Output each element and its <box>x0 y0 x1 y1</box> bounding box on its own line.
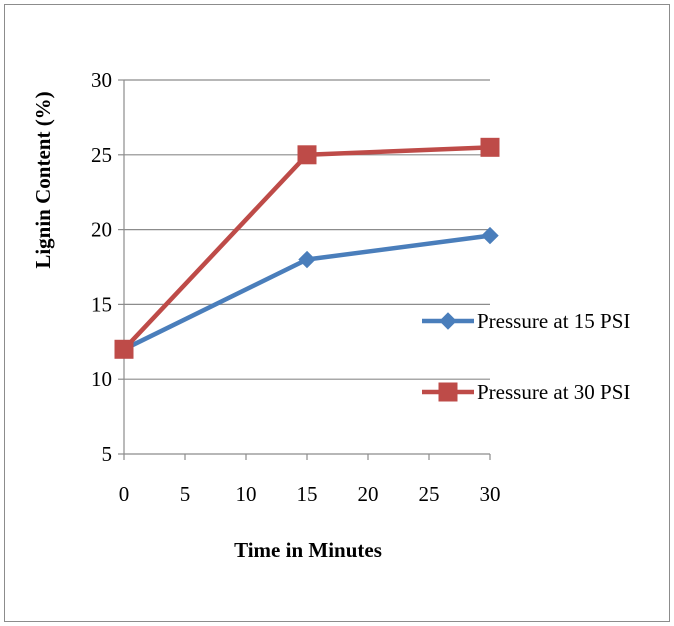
legend-label-2: Pressure at 30 PSI <box>477 380 630 404</box>
x-axis-title: Time in Minutes <box>234 538 382 562</box>
legend-marker-1 <box>439 312 457 330</box>
legend: Pressure at 15 PSI Pressure at 30 PSI <box>422 309 630 404</box>
y-tick-label-5: 5 <box>102 442 113 466</box>
x-tick-label-5: 5 <box>180 482 191 506</box>
x-tick-label-15: 15 <box>297 482 318 506</box>
y-axis-title: Lignin Content (%) <box>31 91 55 268</box>
y-tick-label-15: 15 <box>91 292 112 316</box>
x-tick-label-0: 0 <box>119 482 130 506</box>
x-tick-label-20: 20 <box>358 482 379 506</box>
legend-entry-1: Pressure at 15 PSI <box>422 309 630 333</box>
y-tick-label-20: 20 <box>91 218 112 242</box>
gridlines <box>124 79 490 380</box>
data-point-2-1 <box>114 339 134 359</box>
data-point-1-3 <box>481 226 499 245</box>
y-tick-label-10: 10 <box>91 367 112 391</box>
x-tick-label-30: 30 <box>480 482 501 506</box>
legend-label-1: Pressure at 15 PSI <box>477 309 630 333</box>
chart-frame <box>4 4 670 622</box>
series-2 <box>114 137 500 359</box>
y-tick-label-25: 25 <box>91 143 112 167</box>
data-point-2-2 <box>297 145 317 165</box>
x-tick-label-10: 10 <box>236 482 257 506</box>
series <box>114 137 500 359</box>
data-point-1-2 <box>298 250 316 269</box>
legend-marker-2 <box>438 382 458 402</box>
series-1 <box>115 226 499 358</box>
y-tick-label-30: 30 <box>91 68 112 92</box>
legend-entry-2: Pressure at 30 PSI <box>422 380 630 404</box>
data-point-2-3 <box>480 137 500 157</box>
x-tick-label-25: 25 <box>419 482 440 506</box>
